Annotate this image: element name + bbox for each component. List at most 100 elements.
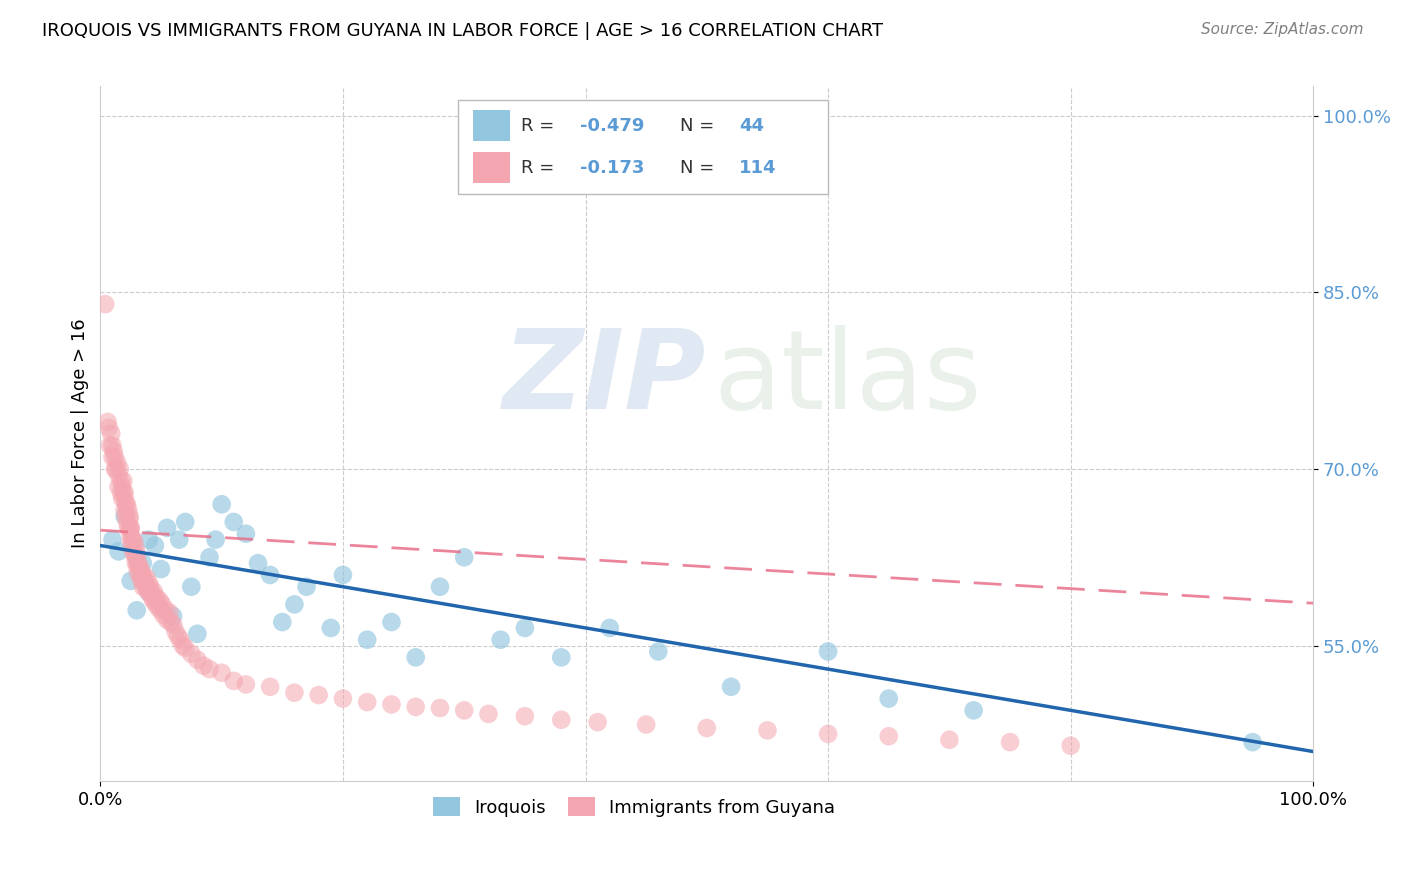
Point	[150, 562, 173, 576]
Point	[118, 511, 141, 525]
Point	[319, 621, 342, 635]
Point	[756, 723, 779, 738]
Point	[156, 521, 179, 535]
Point	[998, 735, 1021, 749]
Point	[550, 713, 572, 727]
Point	[141, 585, 163, 599]
Point	[148, 601, 170, 615]
Point	[111, 480, 134, 494]
Point	[131, 574, 153, 588]
Point	[696, 721, 718, 735]
Point	[405, 650, 427, 665]
Point	[156, 613, 179, 627]
Point	[877, 729, 900, 743]
Point	[429, 580, 451, 594]
Point	[198, 662, 221, 676]
Point	[143, 539, 166, 553]
Point	[155, 603, 177, 617]
Point	[125, 550, 148, 565]
Point	[129, 562, 152, 576]
Point	[107, 467, 129, 482]
Point	[120, 521, 142, 535]
Point	[114, 497, 136, 511]
Point	[586, 715, 609, 730]
Point	[332, 568, 354, 582]
Point	[114, 491, 136, 506]
Point	[186, 627, 208, 641]
Point	[193, 658, 215, 673]
Point	[125, 547, 148, 561]
Point	[159, 615, 181, 629]
Point	[112, 474, 135, 488]
Point	[235, 526, 257, 541]
Point	[101, 533, 124, 547]
Point	[180, 580, 202, 594]
Point	[141, 591, 163, 606]
Point	[124, 542, 146, 557]
Point	[877, 691, 900, 706]
Point	[105, 462, 128, 476]
Point	[103, 444, 125, 458]
Point	[150, 598, 173, 612]
Point	[110, 485, 132, 500]
Point	[127, 556, 149, 570]
Point	[132, 580, 155, 594]
Point	[107, 480, 129, 494]
Point	[720, 680, 742, 694]
Point	[817, 644, 839, 658]
Legend: Iroquois, Immigrants from Guyana: Iroquois, Immigrants from Guyana	[426, 790, 842, 824]
Point	[204, 533, 226, 547]
Point	[817, 727, 839, 741]
Point	[125, 603, 148, 617]
Point	[1060, 739, 1083, 753]
Point	[120, 521, 142, 535]
Point	[211, 665, 233, 680]
Point	[283, 686, 305, 700]
Point	[259, 680, 281, 694]
Point	[152, 607, 174, 622]
Point	[128, 558, 150, 573]
Point	[114, 509, 136, 524]
Point	[111, 491, 134, 506]
Point	[380, 698, 402, 712]
Y-axis label: In Labor Force | Age > 16: In Labor Force | Age > 16	[72, 318, 89, 549]
Point	[167, 533, 190, 547]
Point	[513, 709, 536, 723]
Point	[136, 582, 159, 596]
Point	[162, 617, 184, 632]
Point	[167, 629, 190, 643]
Point	[124, 547, 146, 561]
Point	[405, 699, 427, 714]
Point	[259, 568, 281, 582]
Point	[115, 515, 138, 529]
Point	[138, 576, 160, 591]
Point	[180, 647, 202, 661]
Point	[453, 703, 475, 717]
Point	[125, 550, 148, 565]
Text: Source: ZipAtlas.com: Source: ZipAtlas.com	[1201, 22, 1364, 37]
Point	[138, 585, 160, 599]
Point	[938, 732, 960, 747]
Point	[131, 566, 153, 580]
Point	[222, 515, 245, 529]
Point	[118, 509, 141, 524]
Point	[120, 533, 142, 547]
Point	[963, 703, 986, 717]
Point	[121, 539, 143, 553]
Point	[120, 574, 142, 588]
Point	[647, 644, 669, 658]
Point	[108, 462, 131, 476]
Point	[169, 632, 191, 647]
Point	[477, 706, 499, 721]
Point	[107, 544, 129, 558]
Point	[97, 415, 120, 429]
Point	[513, 621, 536, 635]
Point	[356, 695, 378, 709]
Point	[146, 591, 169, 606]
Point	[247, 556, 270, 570]
Point	[132, 568, 155, 582]
Point	[97, 421, 120, 435]
Point	[142, 584, 165, 599]
Point	[110, 474, 132, 488]
Point	[271, 615, 294, 629]
